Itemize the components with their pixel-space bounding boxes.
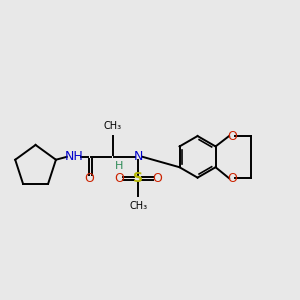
Text: O: O bbox=[227, 172, 237, 185]
Text: CH₃: CH₃ bbox=[129, 201, 147, 212]
Text: S: S bbox=[133, 171, 143, 185]
Text: CH₃: CH₃ bbox=[104, 121, 122, 131]
Text: O: O bbox=[152, 172, 162, 185]
Text: O: O bbox=[84, 172, 94, 185]
Text: O: O bbox=[227, 130, 237, 142]
Text: N: N bbox=[134, 150, 143, 163]
Text: O: O bbox=[114, 172, 124, 185]
Text: NH: NH bbox=[65, 150, 84, 163]
Text: H: H bbox=[115, 161, 123, 171]
